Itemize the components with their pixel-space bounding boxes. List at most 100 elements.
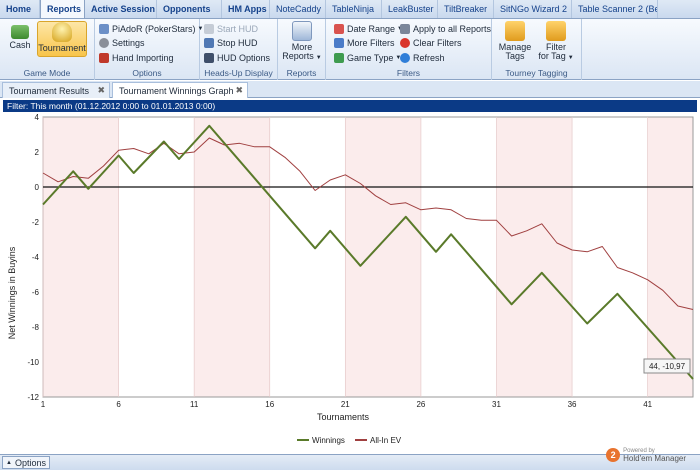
clear-icon bbox=[400, 37, 410, 48]
game-type-label: Game Type bbox=[347, 52, 394, 63]
report-icon bbox=[292, 21, 312, 41]
chevron-down-icon: ▼ bbox=[567, 55, 574, 61]
y-tick-label: 4 bbox=[35, 113, 40, 122]
tooltip-box bbox=[643, 358, 691, 374]
ribbon-tab-bar: Home Reports Active Session Opponents HM App… bbox=[0, 0, 700, 19]
group-caption-filters: Filters bbox=[396, 68, 421, 78]
chart-series bbox=[42, 124, 694, 380]
ribbon-tab-tiltbreaker[interactable]: TiltBreaker bbox=[438, 0, 494, 18]
group-caption-hud: Heads-Up Display bbox=[204, 68, 273, 78]
close-icon[interactable]: ✖ bbox=[235, 85, 243, 95]
manage-tags-line1: Manage bbox=[498, 42, 532, 52]
tab-tournament-results-label: Tournament Results bbox=[9, 85, 90, 96]
hud-options-button[interactable]: HUD Options bbox=[204, 51, 270, 64]
x-tick-label: 16 bbox=[265, 400, 274, 409]
brand-name: Hold'em Manager bbox=[623, 454, 686, 463]
group-options: PiAdoR (PokerStars) ▼ Settings Hand Impor… bbox=[95, 19, 203, 80]
cash-icon bbox=[11, 25, 29, 39]
y-axis-label: Net Winnings in Buyins bbox=[7, 246, 17, 339]
stop-icon bbox=[204, 37, 214, 48]
cash-label: Cash bbox=[9, 40, 31, 50]
y-tick-label: 2 bbox=[35, 148, 40, 157]
hand-importing-button[interactable]: Hand Importing bbox=[99, 51, 174, 64]
ribbon-tab-active-session[interactable]: Active Session bbox=[85, 0, 157, 18]
winnings-chart: 420-2-4-6-8-10-12 1 6 11 16 21 26 31 36 41 Tourn… bbox=[3, 113, 697, 453]
x-tick-label: 21 bbox=[341, 400, 350, 409]
group-caption-tagging: Tourney Tagging bbox=[505, 68, 568, 78]
chart-band bbox=[496, 117, 573, 397]
ribbon-tab-reports[interactable]: Reports bbox=[40, 0, 85, 18]
import-icon bbox=[99, 52, 109, 63]
stop-hud-button[interactable]: Stop HUD bbox=[204, 36, 258, 49]
y-tick-label: -6 bbox=[32, 288, 40, 297]
series-line-allin-ev bbox=[42, 137, 694, 310]
group-hud: Start HUD Stop HUD HUD Options Heads-Up … bbox=[200, 19, 278, 80]
apply-all-button[interactable]: Apply to all Reports bbox=[400, 22, 491, 35]
tag-filter-icon bbox=[546, 21, 566, 41]
brand-text: Powered by Hold'em Manager bbox=[623, 447, 686, 463]
y-tick-label: 0 bbox=[35, 183, 40, 192]
x-tick-label: 6 bbox=[116, 400, 121, 409]
filter-icon bbox=[334, 37, 344, 48]
group-reports: More Reports ▼ Reports bbox=[278, 19, 326, 80]
tab-tournament-results[interactable]: Tournament Results ✖ bbox=[2, 82, 110, 98]
powered-by-text: Powered by bbox=[623, 448, 655, 454]
y-tick-labels: 4 2 0 -2 -4 -6 -8 -10 -12 bbox=[27, 113, 39, 402]
chart-band bbox=[345, 117, 421, 397]
tournament-button[interactable]: Tournament bbox=[37, 21, 87, 57]
clear-filters-button[interactable]: Clear Filters bbox=[400, 36, 462, 49]
chevron-down-icon: ▼ bbox=[315, 55, 322, 61]
group-caption-options: Options bbox=[132, 68, 162, 78]
hand-importing-label: Hand Importing bbox=[112, 52, 174, 63]
game-type-icon bbox=[334, 52, 344, 63]
manage-tags-button[interactable]: Manage Tags bbox=[496, 21, 534, 61]
x-tick-label: 31 bbox=[492, 400, 501, 409]
manage-tags-line2: Tags bbox=[505, 51, 525, 61]
ribbon-tab-table-scanner-2-be[interactable]: Table Scanner 2 (Be bbox=[572, 0, 658, 18]
chevron-down-icon: ▼ bbox=[197, 25, 204, 32]
group-caption-game-mode: Game Mode bbox=[23, 68, 71, 78]
refresh-label: Refresh bbox=[413, 52, 445, 63]
options-button[interactable]: ▲ Options bbox=[2, 456, 50, 469]
legend-label-winnings: Winnings bbox=[312, 436, 345, 445]
date-range-button[interactable]: Date Range▼ bbox=[334, 22, 403, 35]
ribbon-tab-hm-apps[interactable]: HM Apps bbox=[222, 0, 270, 18]
start-hud-button[interactable]: Start HUD bbox=[204, 22, 258, 35]
more-reports-button[interactable]: More Reports ▼ bbox=[282, 21, 322, 63]
ribbon-tab-opponents[interactable]: Opponents bbox=[157, 0, 222, 18]
close-icon[interactable]: ✖ bbox=[97, 85, 105, 95]
ribbon-tab-home[interactable]: Home bbox=[0, 0, 40, 18]
hm2-logo-icon: 2 bbox=[606, 448, 621, 462]
calendar-icon bbox=[334, 23, 344, 34]
ribbon-tab-tableninja[interactable]: TableNinja bbox=[326, 0, 382, 18]
group-game-mode: Cash Tournament Game Mode bbox=[0, 19, 95, 80]
group-caption-reports: Reports bbox=[286, 68, 317, 78]
game-type-button[interactable]: Game Type ▼ bbox=[334, 51, 401, 64]
apply-all-label: Apply to all Reports bbox=[413, 23, 492, 34]
x-tick-label: 26 bbox=[416, 400, 425, 409]
cash-button[interactable]: Cash bbox=[6, 21, 34, 50]
options-label: Options bbox=[14, 457, 46, 468]
y-tick-label: -8 bbox=[32, 323, 40, 332]
ribbon-tab-sitngo-wizard-2[interactable]: SitNGo Wizard 2 bbox=[494, 0, 572, 18]
chart-band bbox=[43, 117, 119, 397]
chart-band bbox=[194, 117, 270, 397]
refresh-button[interactable]: Refresh bbox=[400, 51, 445, 64]
player-label: PiAdoR (PokerStars) bbox=[112, 23, 196, 34]
filter-for-tag-button[interactable]: Filter for Tag ▼ bbox=[536, 21, 576, 63]
player-selector[interactable]: PiAdoR (PokerStars) ▼ bbox=[99, 22, 203, 35]
y-tick-label: -2 bbox=[32, 218, 40, 227]
filter-for-tag-line2: for Tag ▼ bbox=[538, 52, 573, 63]
more-reports-line2-text: Reports bbox=[282, 51, 314, 61]
more-filters-button[interactable]: More Filters bbox=[334, 36, 395, 49]
y-tick-label: -4 bbox=[32, 253, 40, 262]
ribbon-tab-notecaddy[interactable]: NoteCaddy bbox=[270, 0, 326, 18]
tag-icon bbox=[505, 21, 525, 41]
more-filters-label: More Filters bbox=[347, 37, 395, 48]
apply-icon bbox=[400, 23, 410, 34]
tab-tournament-winnings-graph[interactable]: Tournament Winnings Graph ✖ bbox=[112, 82, 248, 98]
settings-button[interactable]: Settings bbox=[99, 36, 145, 49]
ribbon-tab-leakbuster[interactable]: LeakBuster bbox=[382, 0, 438, 18]
date-range-label: Date Range bbox=[347, 23, 396, 34]
x-tick-label: 1 bbox=[41, 400, 46, 409]
